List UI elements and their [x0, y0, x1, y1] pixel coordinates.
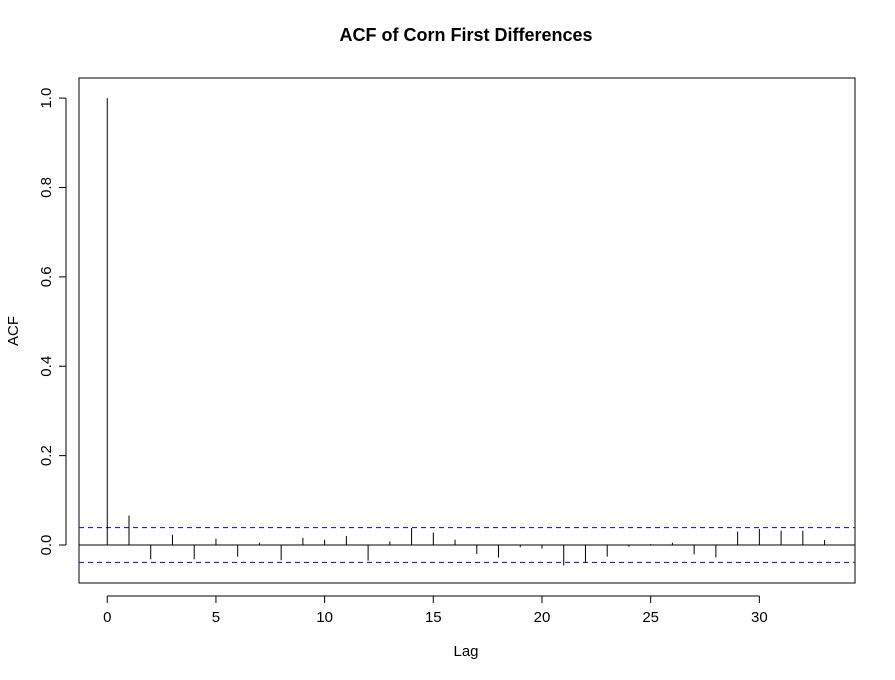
- y-tick-label-4: 0.8: [38, 177, 55, 198]
- y-tick-label-5: 1.0: [38, 88, 55, 109]
- x-tick-label-15: 15: [425, 609, 442, 626]
- x-tick-label-10: 10: [316, 609, 333, 626]
- chart-title: ACF of Corn First Differences: [339, 25, 592, 45]
- y-axis-label: ACF: [5, 316, 22, 346]
- x-tick-label-20: 20: [534, 609, 551, 626]
- y-tick-label-2: 0.4: [38, 356, 55, 377]
- y-tick-label-1: 0.2: [38, 445, 55, 466]
- plot-area: 0 5 10 15 20 25 30 0.0 0.2 0.4 0.6 0.8 1.0: [38, 77, 856, 626]
- y-tick-label-0: 0.0: [38, 535, 55, 556]
- y-tick-label-3: 0.6: [38, 266, 55, 287]
- x-tick-label-0: 0: [103, 609, 111, 626]
- plot-frame: [78, 77, 856, 584]
- x-axis-label: Lag: [453, 643, 478, 660]
- x-tick-label-25: 25: [642, 609, 659, 626]
- x-tick-label-5: 5: [212, 609, 220, 626]
- x-tick-label-30: 30: [751, 609, 768, 626]
